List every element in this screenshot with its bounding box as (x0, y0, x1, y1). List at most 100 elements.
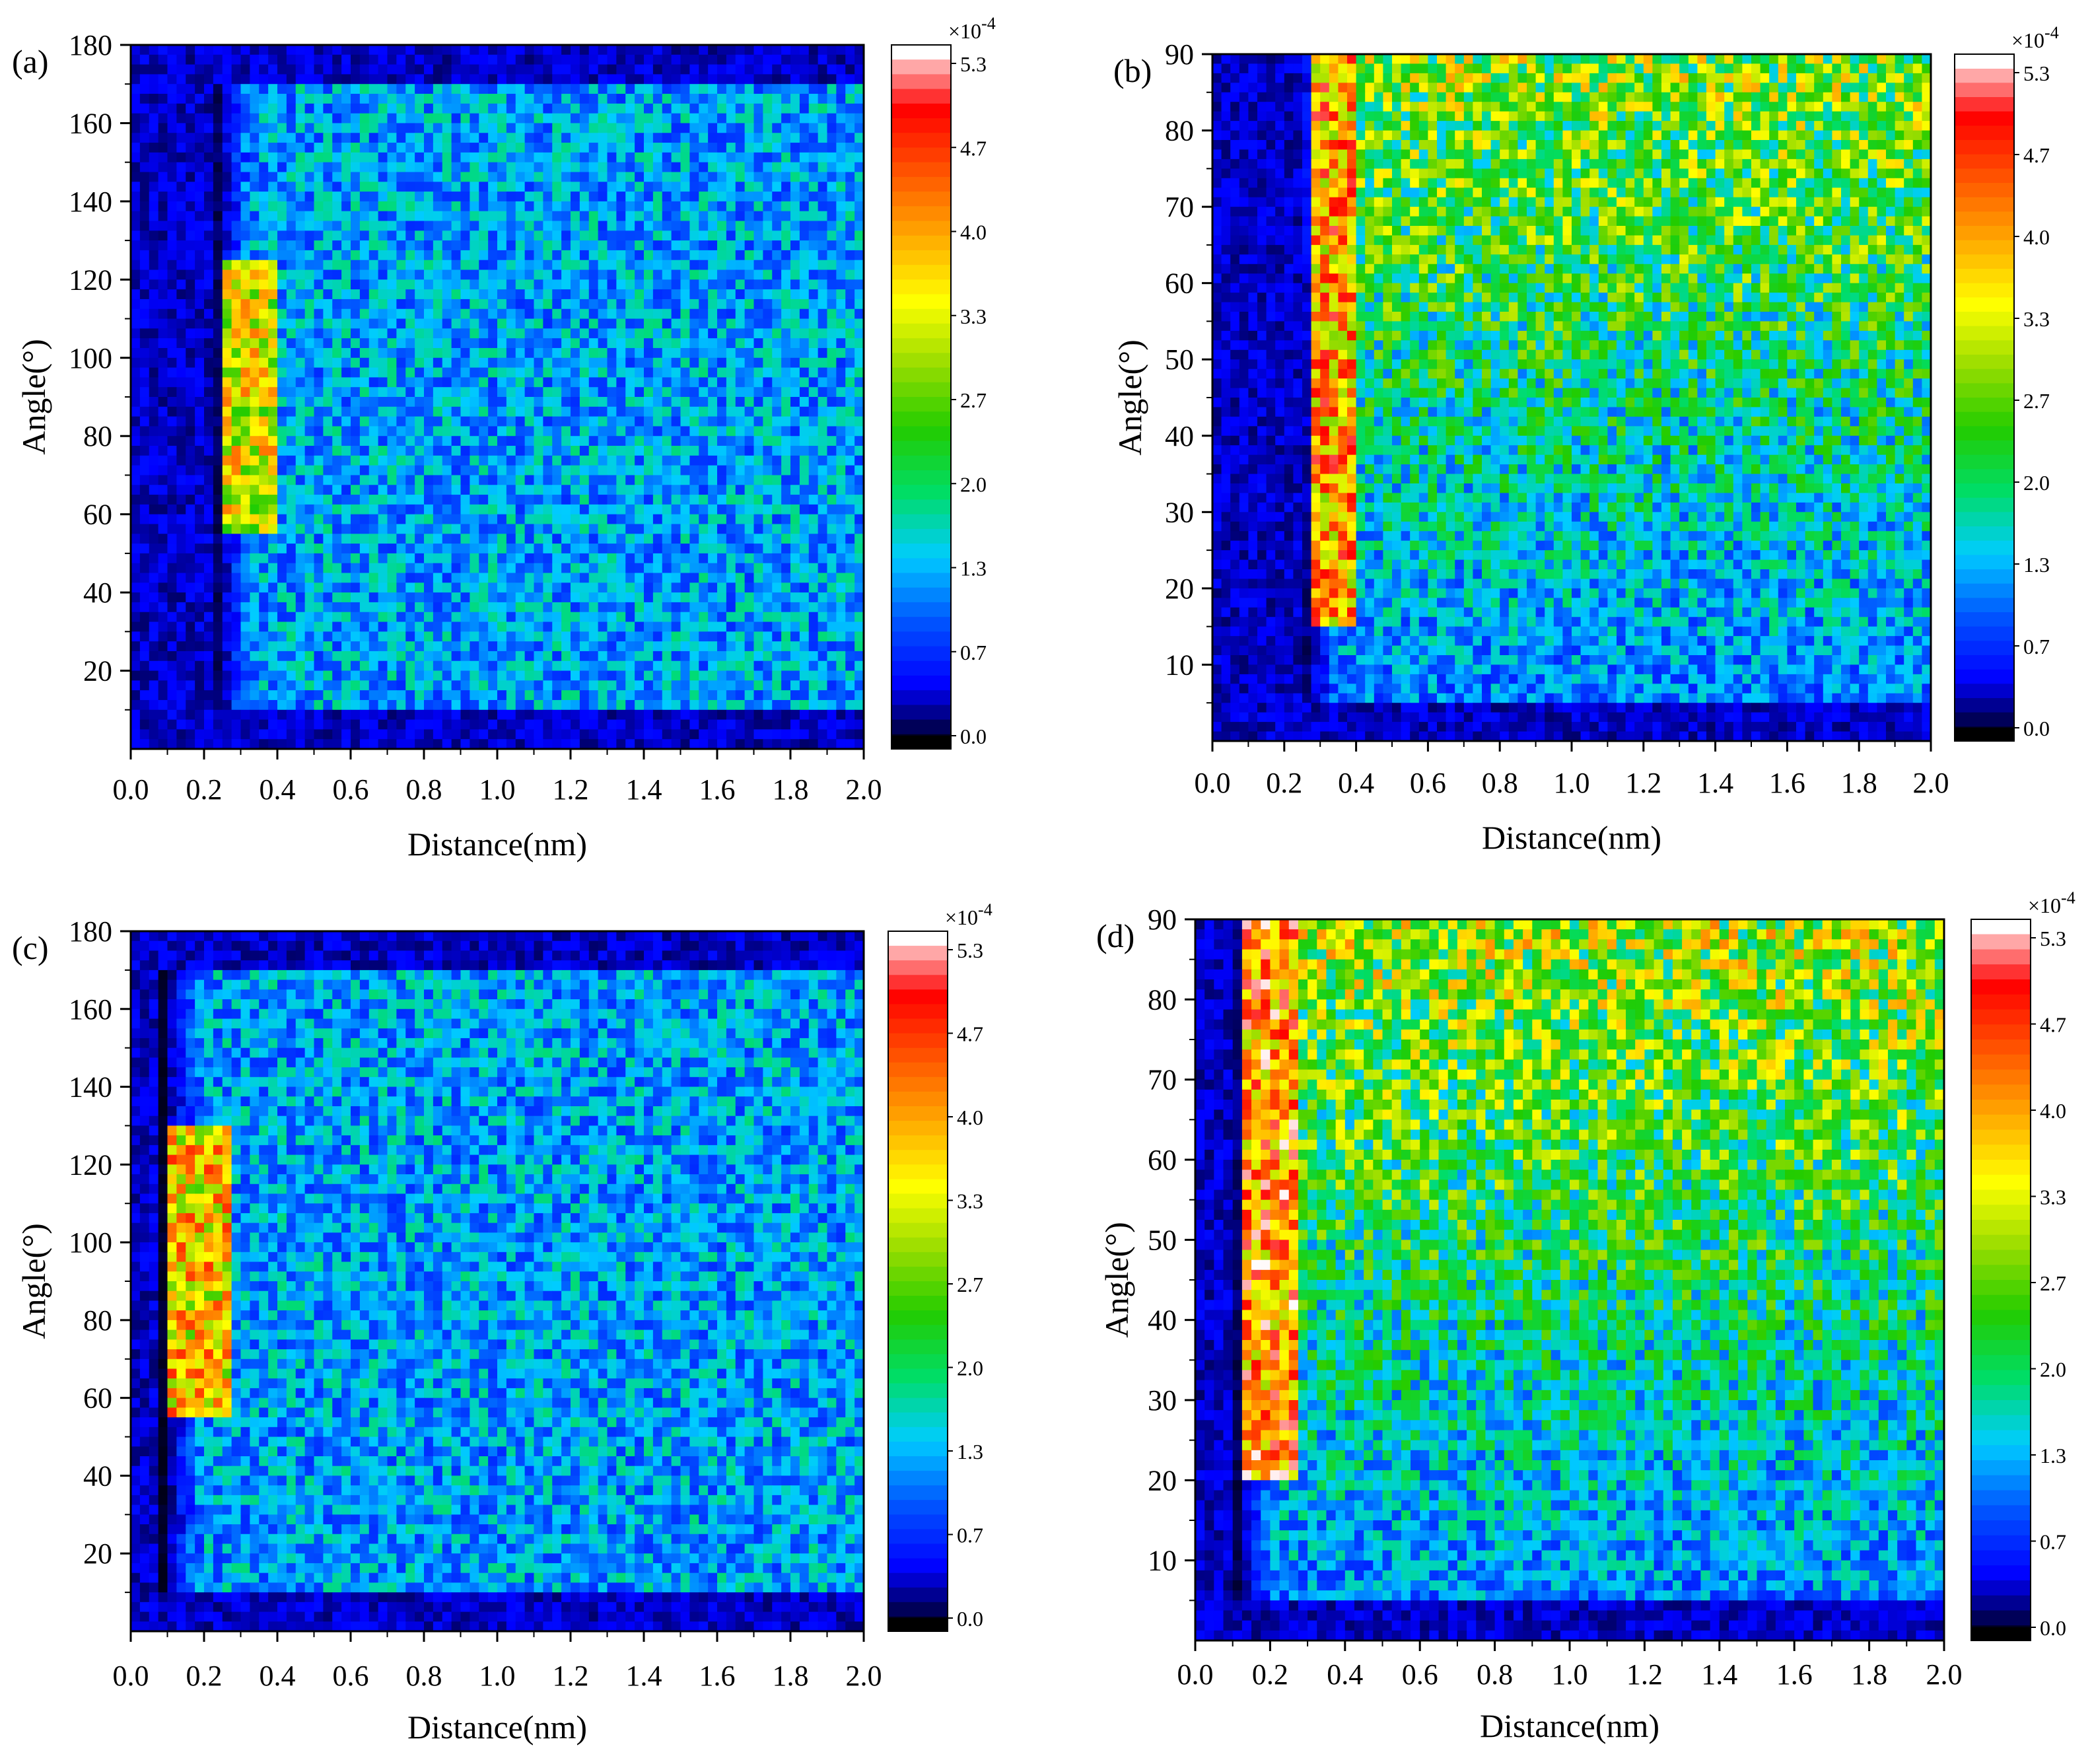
colorbar: 0.00.71.32.02.73.34.04.75.3×10-4 (1955, 23, 2059, 742)
colorbar-tick-label: 4.7 (2040, 1013, 2066, 1037)
y-tick-label: 20 (83, 655, 112, 688)
colorbar-tick-label: 3.3 (960, 304, 987, 328)
colorbar-tick-label: 2.0 (960, 472, 987, 496)
colorbar-tick-label: 1.3 (960, 557, 987, 581)
x-tick-label: 1.0 (1552, 1658, 1588, 1691)
x-tick-label: 0.2 (186, 1660, 223, 1692)
colorbar-exponent: ×10-4 (2011, 23, 2059, 52)
colorbar-tick-label: 2.7 (2040, 1271, 2066, 1295)
colorbar-tick-label: 0.7 (2040, 1530, 2066, 1554)
y-tick-label: 180 (69, 915, 112, 948)
y-tick-label: 90 (1148, 903, 1177, 936)
x-tick-label: 1.0 (1554, 767, 1590, 799)
colorbar: 0.00.71.32.02.73.34.04.75.3×10-4 (1971, 888, 2075, 1641)
y-tick-label: 100 (69, 342, 112, 374)
y-tick-label: 100 (69, 1226, 112, 1259)
x-tick-label: 1.8 (773, 1660, 809, 1692)
y-tick-label: 40 (1165, 420, 1194, 452)
y-axis-label: Angle(°) (15, 1223, 52, 1339)
x-tick-label: 1.6 (699, 1660, 736, 1692)
x-tick-label: 0.6 (1410, 767, 1446, 799)
x-tick-label: 1.2 (1626, 1658, 1663, 1691)
x-tick-label: 1.4 (626, 1660, 662, 1692)
colorbar-tick-label: 0.0 (957, 1607, 983, 1631)
colorbar-tick-label: 5.3 (2040, 927, 2066, 950)
x-axis-label: Distance(nm) (1482, 819, 1661, 856)
colorbar-tick-label: 4.7 (2023, 143, 2050, 167)
x-tick-label: 1.8 (1841, 767, 1877, 799)
y-tick-label: 40 (1148, 1304, 1177, 1337)
x-tick-label: 1.4 (1697, 767, 1733, 799)
x-axis-label: Distance(nm) (407, 826, 587, 863)
heatmap-cells (131, 931, 864, 1632)
colorbar-tick-label: 4.0 (2040, 1099, 2066, 1123)
y-tick-label: 140 (69, 186, 112, 218)
x-tick-label: 1.6 (1776, 1658, 1813, 1691)
y-tick-label: 80 (83, 1304, 112, 1337)
x-tick-label: 0.0 (1195, 767, 1231, 799)
y-axis-label: Angle(°) (1098, 1222, 1135, 1338)
x-axis-label: Distance(nm) (407, 1709, 587, 1746)
y-tick-label: 20 (83, 1537, 112, 1570)
y-tick-label: 80 (1148, 983, 1177, 1016)
x-tick-label: 0.4 (260, 773, 296, 806)
colorbar-tick-label: 5.3 (960, 52, 987, 76)
y-tick-label: 60 (1165, 267, 1194, 300)
y-tick-label: 60 (1148, 1144, 1177, 1176)
y-tick-label: 30 (1148, 1384, 1177, 1417)
heatmap-cells (1195, 919, 1945, 1641)
y-tick-label: 120 (69, 264, 112, 296)
colorbar-tick-label: 4.0 (2023, 225, 2050, 249)
colorbar-tick-label: 0.7 (2023, 635, 2050, 658)
x-tick-label: 0.8 (406, 773, 442, 806)
colorbar-tick-label: 1.3 (2023, 553, 2050, 577)
y-tick-label: 160 (69, 993, 112, 1026)
x-tick-label: 0.0 (113, 1660, 149, 1692)
y-tick-label: 10 (1165, 649, 1194, 681)
x-tick-label: 0.4 (1327, 1658, 1363, 1691)
colorbar-tick-label: 4.0 (957, 1106, 983, 1129)
x-tick-label: 1.8 (773, 773, 809, 806)
x-tick-label: 1.6 (699, 773, 736, 806)
panel-label: (d) (1096, 917, 1134, 954)
x-tick-label: 0.0 (113, 773, 149, 806)
panel-label: (c) (12, 929, 49, 966)
x-tick-label: 0.2 (1252, 1658, 1288, 1691)
x-tick-label: 1.2 (553, 1660, 589, 1692)
colorbar-tick-label: 2.7 (960, 388, 987, 412)
x-tick-label: 0.8 (1482, 767, 1518, 799)
y-tick-label: 120 (69, 1148, 112, 1181)
y-tick-label: 40 (83, 577, 112, 609)
colorbar-tick-label: 1.3 (2040, 1444, 2066, 1467)
y-axis-label: Angle(°) (15, 339, 52, 455)
x-tick-label: 0.0 (1177, 1658, 1214, 1691)
x-axis-label: Distance(nm) (1480, 1707, 1659, 1744)
x-tick-label: 0.4 (1338, 767, 1374, 799)
panel-b: 0.0 0.2 0.4 0.6 0.8 1.0 1.2 1.4 1.6 1.8 2.01020304… (1111, 23, 2059, 856)
colorbar: 0.00.71.32.02.73.34.04.75.3×10-4 (891, 14, 996, 750)
y-tick-label: 20 (1165, 573, 1194, 605)
x-tick-label: 0.8 (406, 1660, 442, 1692)
panel-label: (a) (12, 43, 49, 80)
colorbar-exponent: ×10-4 (948, 14, 996, 43)
x-tick-label: 0.2 (1266, 767, 1302, 799)
y-tick-label: 60 (83, 499, 112, 531)
x-tick-label: 1.0 (479, 773, 516, 806)
x-tick-label: 1.2 (553, 773, 589, 806)
heatmap-cells (131, 45, 864, 750)
colorbar-tick-label: 0.0 (2023, 717, 2050, 740)
y-tick-label: 50 (1148, 1224, 1177, 1256)
colorbar-tick-label: 2.7 (957, 1273, 983, 1296)
colorbar-exponent: ×10-4 (945, 900, 993, 929)
x-tick-label: 0.4 (260, 1660, 296, 1692)
x-tick-label: 2.0 (1926, 1658, 1963, 1691)
y-tick-label: 70 (1165, 191, 1194, 223)
panel-a: 0.0 0.2 0.4 0.6 0.8 1.0 1.2 1.4 1.6 1.8 2.02040608… (12, 14, 996, 863)
y-tick-label: 10 (1148, 1545, 1177, 1577)
y-tick-label: 80 (83, 420, 112, 452)
colorbar-tick-label: 4.7 (957, 1022, 983, 1046)
colorbar-tick-label: 3.3 (957, 1189, 983, 1213)
x-tick-label: 0.6 (333, 1660, 369, 1692)
y-tick-label: 180 (69, 29, 112, 61)
x-tick-label: 2.0 (846, 1660, 882, 1692)
